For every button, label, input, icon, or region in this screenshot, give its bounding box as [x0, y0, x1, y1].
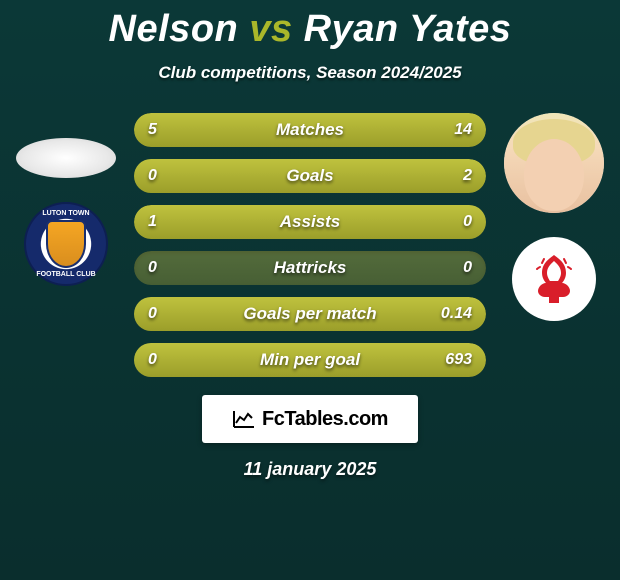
stat-value-right: 0: [463, 213, 472, 231]
stat-value-left: 0: [148, 167, 157, 185]
badge-text-bottom: FOOTBALL CLUB: [26, 271, 106, 278]
left-club-badge: LUTON TOWN FOOTBALL CLUB: [24, 202, 108, 286]
stat-value-right: 0.14: [441, 305, 472, 323]
footer-brand-logo[interactable]: FcTables.com: [202, 395, 418, 443]
badge-text-top: LUTON TOWN: [26, 210, 106, 217]
right-player-column: [494, 113, 614, 377]
stat-label: Min per goal: [260, 350, 360, 370]
avatar-face-icon: [504, 113, 604, 213]
stat-value-right: 0: [463, 259, 472, 277]
stat-value-right: 693: [445, 351, 472, 369]
left-player-avatar: [16, 113, 116, 178]
stat-bar-right: [472, 205, 486, 239]
footer-brand-text: FcTables.com: [262, 408, 388, 431]
stat-row: 0 0.14 Goals per match: [134, 297, 486, 331]
stat-bar-left: [134, 343, 148, 377]
right-club-badge: [512, 237, 596, 321]
stat-value-left: 0: [148, 351, 157, 369]
forest-tree-icon: [526, 251, 582, 307]
chart-icon: [232, 409, 256, 429]
stat-value-left: 0: [148, 305, 157, 323]
title-player1: Nelson: [109, 8, 239, 50]
stat-row: 0 2 Goals: [134, 159, 486, 193]
stat-label: Goals: [286, 166, 333, 186]
stat-row: 1 0 Assists: [134, 205, 486, 239]
stat-value-left: 5: [148, 121, 157, 139]
stat-value-left: 0: [148, 259, 157, 277]
stat-row: 5 14 Matches: [134, 113, 486, 147]
stat-label: Matches: [276, 120, 344, 140]
stat-label: Goals per match: [243, 304, 376, 324]
stat-row: 0 693 Min per goal: [134, 343, 486, 377]
title-vs: vs: [249, 8, 292, 50]
left-player-column: LUTON TOWN FOOTBALL CLUB: [6, 113, 126, 377]
stat-label: Assists: [280, 212, 340, 232]
stat-row: 0 0 Hattricks: [134, 251, 486, 285]
comparison-title: Nelson vs Ryan Yates: [0, 0, 620, 51]
stat-bar-left: [134, 159, 148, 193]
stat-value-left: 1: [148, 213, 157, 231]
stat-value-right: 2: [463, 167, 472, 185]
avatar-placeholder-icon: [16, 138, 116, 178]
stat-bar-right: [226, 113, 486, 147]
subtitle: Club competitions, Season 2024/2025: [0, 63, 620, 83]
comparison-content: LUTON TOWN FOOTBALL CLUB 5 14 Matches 0 2 Goa…: [0, 113, 620, 377]
luton-shield-icon: [46, 220, 86, 268]
stat-value-right: 14: [454, 121, 472, 139]
stat-bar-left: [134, 297, 148, 331]
title-player2: Ryan Yates: [304, 8, 512, 50]
footer-date: 11 january 2025: [0, 459, 620, 480]
right-player-avatar: [504, 113, 604, 213]
stat-label: Hattricks: [274, 258, 347, 278]
stat-bars-container: 5 14 Matches 0 2 Goals 1 0 Assists 0 0 Hattricks 0 0.…: [126, 113, 494, 377]
